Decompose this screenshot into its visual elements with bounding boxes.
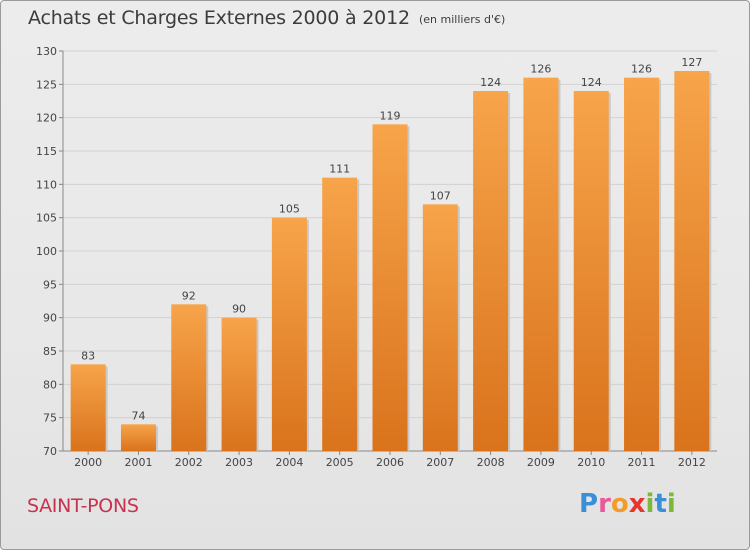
x-tick-label: 2009 [527,456,555,469]
y-tick-label: 105 [36,212,57,225]
y-tick-label: 80 [43,378,57,391]
chart-title: Achats et Charges Externes 2000 à 2012 [28,7,410,29]
x-tick-label: 2008 [477,456,505,469]
chart-unit-note: (en milliers d'€) [419,13,506,26]
data-label: 126 [530,63,551,76]
data-label: 90 [232,303,246,316]
x-tick-label: 2007 [426,456,454,469]
y-tick-label: 110 [36,178,57,191]
bar-2007[interactable] [422,204,458,451]
logo-letter: t [654,489,667,519]
x-tick-label: 2012 [678,456,706,469]
logo-letter: x [628,489,646,519]
logo-letter: P [579,489,599,519]
data-label: 126 [631,63,652,76]
x-tick-label: 2002 [175,456,203,469]
bar-2006[interactable] [372,124,408,451]
x-tick-label: 2006 [376,456,404,469]
proxiti-logo[interactable]: Proxiti [579,489,676,519]
logo-letter: r [598,489,611,519]
bar-2005[interactable] [322,177,358,451]
bars [70,71,712,452]
bar-2008[interactable] [473,91,509,451]
y-tick-label: 75 [43,412,57,425]
y-tick-label: 130 [36,45,57,58]
data-label: 74 [131,409,145,422]
data-label: 83 [81,349,95,362]
y-tick-label: 70 [43,445,57,458]
data-label: 111 [329,163,350,176]
x-tick-label: 2001 [124,456,152,469]
bar-2001[interactable] [120,424,156,451]
x-tick-label: 2003 [225,456,253,469]
x-tick-label: 2000 [74,456,102,469]
bar-2002[interactable] [171,304,207,451]
y-tick-label: 100 [36,245,57,258]
labels: 70 75 80 85 90 95 100 105 110 115 120 125 130 83 2000 7… [36,45,706,469]
bar-2010[interactable] [573,91,609,451]
x-tick-label: 2004 [275,456,303,469]
bar-2003[interactable] [221,317,257,451]
bar-2011[interactable] [624,77,660,452]
x-tick-label: 2011 [628,456,656,469]
x-tick-label: 2005 [326,456,354,469]
bar-2012[interactable] [674,71,710,451]
y-tick-label: 95 [43,278,57,291]
logo-letter: i [666,489,676,519]
x-tick-label: 2010 [577,456,605,469]
data-label: 92 [182,289,196,302]
bar-2004[interactable] [271,217,307,451]
data-label: 105 [279,203,300,216]
y-tick-label: 85 [43,345,57,358]
y-tick-label: 115 [36,145,57,158]
bar-2000[interactable] [70,364,106,451]
data-label: 124 [581,76,602,89]
logo-letter: i [645,489,655,519]
logo-letter: o [610,489,629,519]
y-tick-label: 90 [43,312,57,325]
commune-name: SAINT-PONS [27,495,139,517]
data-label: 107 [430,189,451,202]
data-label: 127 [681,56,702,69]
bar-2009[interactable] [523,77,559,452]
y-tick-label: 120 [36,112,57,125]
data-label: 124 [480,76,501,89]
data-label: 119 [380,109,401,122]
y-tick-label: 125 [36,78,57,91]
